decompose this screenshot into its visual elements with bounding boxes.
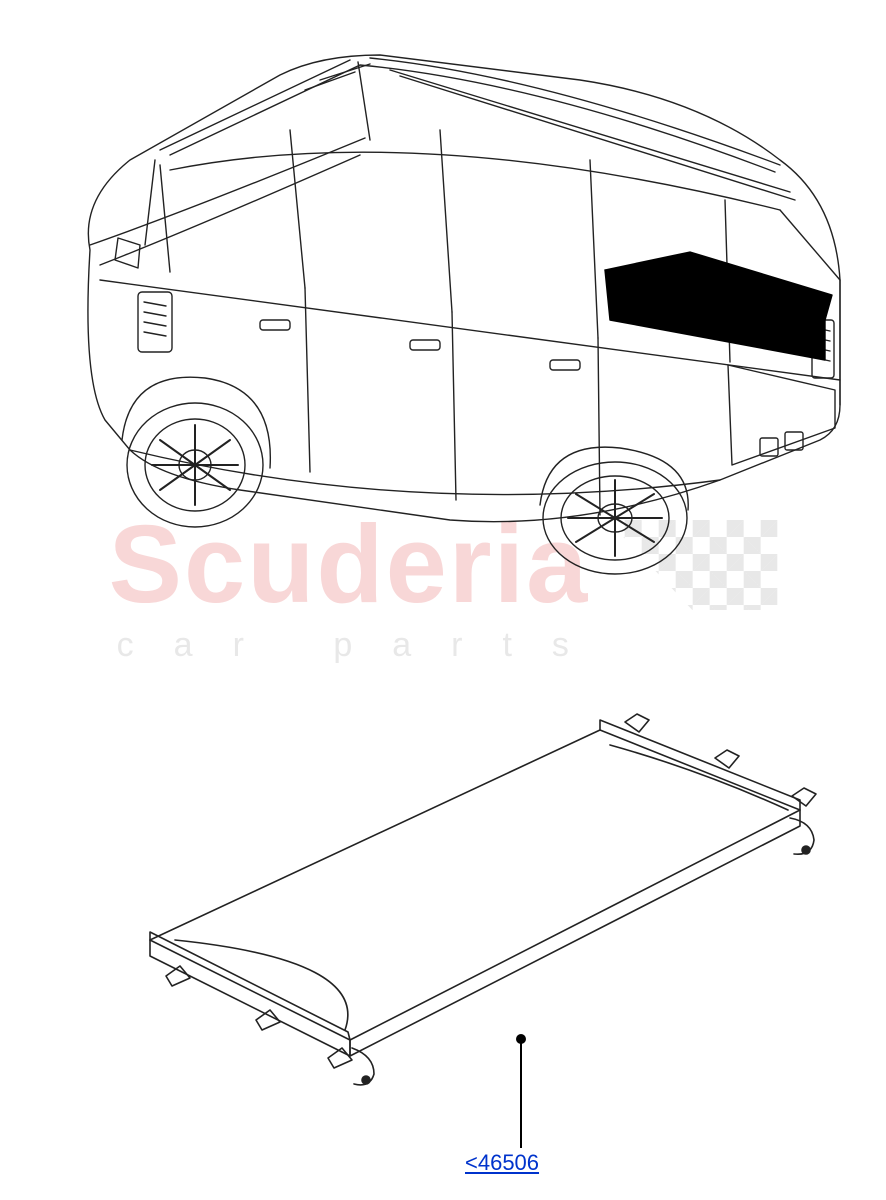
watermark-subtitle: car parts [109,626,778,665]
callout-ref-link[interactable]: <46506 [465,1150,539,1176]
diagram-canvas: Scuderia car parts [0,0,886,1200]
callout-ref-label: <46506 [465,1150,539,1175]
load-space-cover-illustration [120,700,820,1100]
vehicle-illustration [20,20,866,580]
callout-leader-line [520,1038,522,1148]
